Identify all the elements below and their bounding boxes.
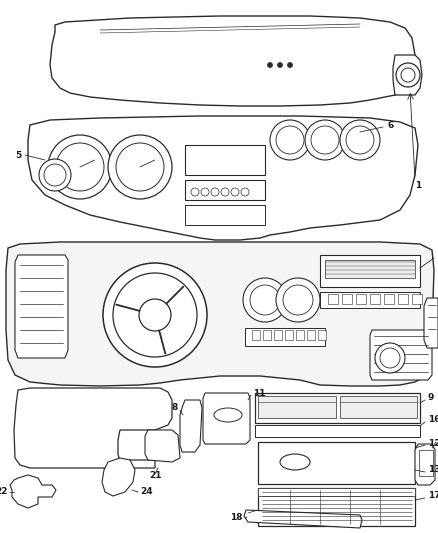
Polygon shape [28, 116, 418, 240]
Bar [356, 294, 366, 304]
Bar [258, 442, 415, 484]
Circle shape [116, 143, 164, 191]
Circle shape [48, 135, 112, 199]
Polygon shape [102, 458, 135, 496]
Polygon shape [6, 242, 434, 386]
Bar [252, 330, 260, 340]
Circle shape [396, 63, 420, 87]
Circle shape [221, 188, 229, 196]
Text: 8: 8 [172, 403, 178, 413]
Circle shape [201, 188, 209, 196]
Text: 9: 9 [428, 393, 434, 402]
Circle shape [243, 278, 287, 322]
Polygon shape [203, 393, 250, 444]
Bar [398, 294, 408, 304]
Text: 22: 22 [0, 488, 8, 497]
Circle shape [276, 126, 304, 154]
Circle shape [241, 188, 249, 196]
Bar [255, 425, 420, 437]
Bar [325, 260, 415, 278]
Polygon shape [50, 16, 415, 106]
Bar [318, 330, 326, 340]
Circle shape [276, 278, 320, 322]
Text: 11: 11 [253, 389, 265, 398]
Polygon shape [180, 400, 202, 452]
Bar [258, 488, 415, 496]
Bar [320, 292, 420, 308]
Ellipse shape [214, 408, 242, 422]
Bar [320, 255, 420, 287]
Ellipse shape [280, 454, 310, 470]
Bar [384, 294, 394, 304]
Bar [307, 330, 315, 340]
Circle shape [401, 68, 415, 82]
Text: 6: 6 [387, 120, 393, 130]
Bar [274, 330, 282, 340]
Circle shape [56, 143, 104, 191]
Bar [340, 396, 417, 418]
Bar [285, 330, 293, 340]
Bar [258, 488, 415, 526]
Polygon shape [244, 510, 362, 528]
Text: 24: 24 [140, 488, 152, 497]
Circle shape [139, 299, 171, 331]
Bar [258, 396, 336, 418]
Circle shape [283, 285, 313, 315]
Polygon shape [15, 255, 68, 358]
Circle shape [305, 120, 345, 160]
Text: 16: 16 [428, 416, 438, 424]
Bar [370, 294, 380, 304]
Circle shape [211, 188, 219, 196]
Circle shape [375, 343, 405, 373]
Polygon shape [393, 55, 422, 95]
Polygon shape [415, 444, 435, 485]
Text: 1: 1 [415, 181, 421, 190]
Bar [185, 205, 265, 225]
Bar [263, 330, 271, 340]
Circle shape [44, 164, 66, 186]
Polygon shape [424, 298, 438, 348]
Circle shape [268, 62, 272, 68]
Bar [255, 393, 420, 423]
Bar [419, 450, 433, 476]
Polygon shape [370, 330, 432, 380]
Text: 2: 2 [437, 252, 438, 261]
Bar [342, 294, 352, 304]
Text: 18: 18 [230, 513, 243, 522]
Circle shape [113, 273, 197, 357]
Text: 13: 13 [428, 465, 438, 474]
Bar [245, 328, 325, 346]
Text: 17: 17 [428, 491, 438, 500]
Bar [185, 145, 265, 175]
Text: 21: 21 [149, 472, 161, 481]
Circle shape [340, 120, 380, 160]
Polygon shape [14, 388, 172, 468]
Text: 10: 10 [437, 286, 438, 295]
Polygon shape [10, 475, 56, 508]
Circle shape [191, 188, 199, 196]
Circle shape [278, 62, 283, 68]
Bar [296, 330, 304, 340]
Circle shape [380, 348, 400, 368]
Bar [328, 294, 338, 304]
Circle shape [250, 285, 280, 315]
Circle shape [231, 188, 239, 196]
Text: 12: 12 [428, 439, 438, 448]
Circle shape [270, 120, 310, 160]
Circle shape [103, 263, 207, 367]
Text: 5: 5 [16, 150, 22, 159]
Circle shape [346, 126, 374, 154]
Bar [412, 294, 422, 304]
Bar [185, 180, 265, 200]
Circle shape [311, 126, 339, 154]
Circle shape [39, 159, 71, 191]
Circle shape [108, 135, 172, 199]
Circle shape [287, 62, 293, 68]
Polygon shape [145, 430, 180, 462]
